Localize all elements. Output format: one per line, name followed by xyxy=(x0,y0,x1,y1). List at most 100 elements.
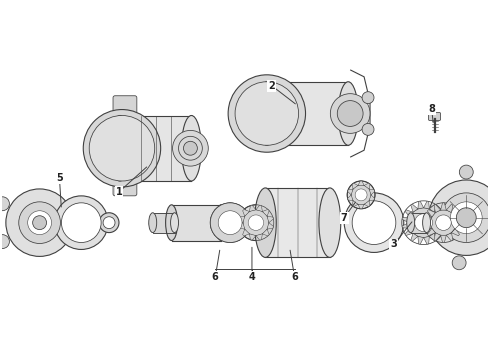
Circle shape xyxy=(355,189,367,201)
Polygon shape xyxy=(220,204,227,212)
Circle shape xyxy=(429,180,490,255)
Polygon shape xyxy=(441,203,446,210)
Circle shape xyxy=(6,189,73,256)
FancyBboxPatch shape xyxy=(429,113,441,121)
Circle shape xyxy=(19,202,60,243)
Polygon shape xyxy=(120,116,192,181)
Ellipse shape xyxy=(422,213,431,233)
Circle shape xyxy=(245,212,267,234)
Circle shape xyxy=(178,136,202,160)
Circle shape xyxy=(337,100,363,126)
Circle shape xyxy=(362,123,374,135)
Polygon shape xyxy=(249,234,256,240)
Polygon shape xyxy=(451,210,460,217)
Circle shape xyxy=(235,82,298,145)
Polygon shape xyxy=(424,223,432,228)
Polygon shape xyxy=(424,237,429,244)
Circle shape xyxy=(409,208,439,238)
Polygon shape xyxy=(405,228,413,235)
Circle shape xyxy=(347,181,375,209)
Ellipse shape xyxy=(257,82,277,145)
Polygon shape xyxy=(243,217,249,223)
Polygon shape xyxy=(267,216,273,223)
Text: 5: 5 xyxy=(56,173,63,183)
Polygon shape xyxy=(427,228,436,236)
Circle shape xyxy=(243,210,269,235)
Circle shape xyxy=(0,197,9,211)
Polygon shape xyxy=(347,189,353,195)
Polygon shape xyxy=(434,210,442,217)
Circle shape xyxy=(61,203,101,243)
Ellipse shape xyxy=(338,82,358,145)
Polygon shape xyxy=(267,82,348,145)
Circle shape xyxy=(0,235,9,248)
Ellipse shape xyxy=(181,116,201,181)
Circle shape xyxy=(28,211,51,235)
Polygon shape xyxy=(369,189,374,195)
Circle shape xyxy=(352,201,396,244)
Ellipse shape xyxy=(254,188,276,257)
Circle shape xyxy=(218,211,242,235)
Circle shape xyxy=(431,210,456,235)
Polygon shape xyxy=(220,234,227,241)
Circle shape xyxy=(441,193,490,243)
Polygon shape xyxy=(347,195,353,201)
Circle shape xyxy=(414,211,428,225)
Polygon shape xyxy=(214,229,221,236)
FancyBboxPatch shape xyxy=(113,96,137,116)
Polygon shape xyxy=(438,217,445,223)
Polygon shape xyxy=(211,217,218,223)
Circle shape xyxy=(99,213,119,233)
Polygon shape xyxy=(402,223,410,228)
Polygon shape xyxy=(429,204,437,212)
Circle shape xyxy=(54,196,108,249)
Polygon shape xyxy=(434,233,441,241)
Polygon shape xyxy=(418,201,424,209)
Text: 4: 4 xyxy=(248,272,255,282)
Polygon shape xyxy=(424,217,432,223)
Circle shape xyxy=(450,202,482,234)
Text: 6: 6 xyxy=(291,272,298,282)
Polygon shape xyxy=(429,233,437,241)
Circle shape xyxy=(70,197,84,211)
Ellipse shape xyxy=(319,188,341,257)
Polygon shape xyxy=(239,223,245,229)
Circle shape xyxy=(183,141,197,155)
Polygon shape xyxy=(358,181,364,185)
Circle shape xyxy=(330,94,370,133)
Ellipse shape xyxy=(149,213,157,233)
Polygon shape xyxy=(227,203,233,209)
Circle shape xyxy=(459,165,473,179)
Polygon shape xyxy=(364,183,370,189)
Polygon shape xyxy=(243,229,249,236)
Circle shape xyxy=(222,214,239,231)
Polygon shape xyxy=(434,204,441,213)
Polygon shape xyxy=(364,201,370,207)
Circle shape xyxy=(238,205,274,240)
Polygon shape xyxy=(172,205,221,240)
Text: 1: 1 xyxy=(116,187,122,197)
Ellipse shape xyxy=(215,205,227,240)
Circle shape xyxy=(172,130,208,166)
Polygon shape xyxy=(239,210,246,217)
Polygon shape xyxy=(352,201,358,207)
Circle shape xyxy=(437,218,446,228)
Polygon shape xyxy=(352,183,358,189)
Polygon shape xyxy=(402,217,410,223)
Polygon shape xyxy=(214,210,221,217)
Polygon shape xyxy=(369,195,374,201)
Polygon shape xyxy=(267,223,273,229)
Polygon shape xyxy=(256,205,262,211)
Polygon shape xyxy=(411,204,418,212)
Polygon shape xyxy=(441,235,446,243)
Polygon shape xyxy=(227,236,233,243)
Circle shape xyxy=(452,256,466,270)
Circle shape xyxy=(228,75,306,152)
Polygon shape xyxy=(243,223,249,229)
Ellipse shape xyxy=(171,213,178,233)
Polygon shape xyxy=(266,188,330,257)
Circle shape xyxy=(456,208,476,228)
Polygon shape xyxy=(256,234,262,240)
Text: 7: 7 xyxy=(341,213,347,223)
Polygon shape xyxy=(405,210,413,217)
